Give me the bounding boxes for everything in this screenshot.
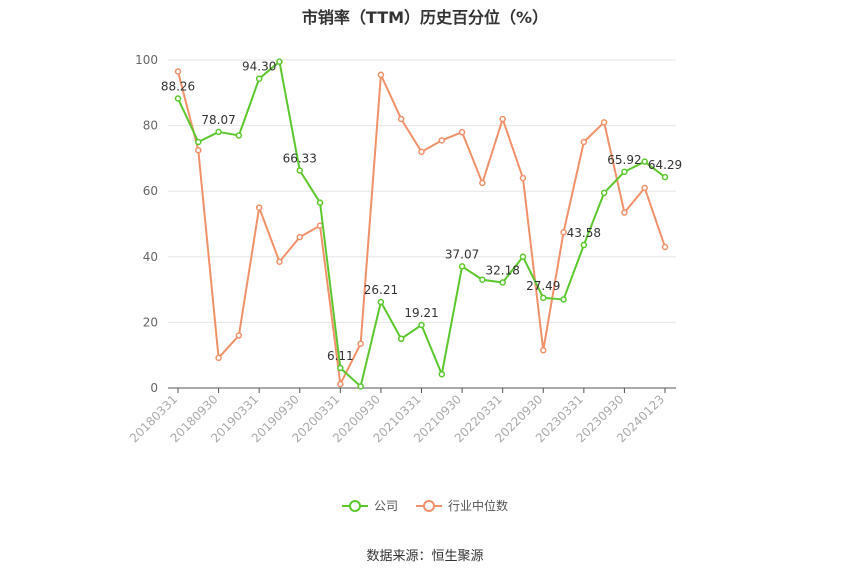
data-point[interactable] [296,233,303,241]
grid-lines [168,59,676,323]
data-point[interactable] [397,335,405,343]
data-label: 26.21 [364,283,398,297]
data-point[interactable] [621,168,628,176]
x-axis-ticks: 2018033120180930201903312019093020200331… [127,388,667,445]
data-label: 32.18 [485,263,519,277]
data-point[interactable] [540,294,547,302]
y-axis-ticks: 0 20 40 60 80 100 [135,53,158,395]
data-point[interactable] [377,71,385,79]
data-point[interactable] [661,243,669,251]
data-point[interactable] [296,167,303,174]
legend-item-industry-median[interactable]: 行业中位数 [416,497,508,514]
data-label: 19.21 [404,306,438,320]
chart-title: 市销率（TTM）历史百分位（%） [301,8,549,27]
data-point[interactable] [479,179,486,187]
data-point[interactable] [255,204,263,211]
data-point[interactable] [215,354,222,362]
data-point[interactable] [458,263,466,270]
data-label: 94.30 [242,60,276,74]
data-label: 65.92 [607,153,641,167]
data-point[interactable] [641,158,648,165]
data-source: 数据来源：恒生聚源 [366,549,484,564]
data-label: 78.07 [201,113,235,127]
data-label: 43.58 [567,226,601,240]
data-point[interactable] [621,209,628,216]
data-point[interactable] [499,115,506,123]
data-point[interactable] [195,146,202,154]
data-point[interactable] [600,189,608,197]
legend-swatch-industry-median [416,499,442,513]
data-point[interactable] [519,253,527,261]
data-point[interactable] [357,383,364,390]
data-point[interactable] [519,174,527,182]
legend-label-industry-median: 行业中位数 [448,499,509,513]
y-tick-label: 100 [135,53,158,67]
data-point[interactable] [377,298,385,306]
data-point[interactable] [235,332,243,339]
data-point[interactable] [418,148,425,156]
y-tick-label: 20 [143,315,158,329]
data-point[interactable] [357,340,364,347]
series-group [174,58,669,390]
data-point[interactable] [276,58,283,65]
data-point[interactable] [661,173,669,181]
data-point[interactable] [316,199,324,206]
data-point[interactable] [337,380,344,388]
data-point[interactable] [641,184,648,192]
data-label: 88.26 [161,80,195,94]
y-tick-label: 60 [143,184,158,198]
legend: 公司 行业中位数 [0,497,850,514]
data-point[interactable] [438,137,446,144]
series-line-0 [177,60,666,388]
data-point[interactable] [174,68,182,75]
data-label: 37.07 [445,247,479,261]
data-point[interactable] [255,75,263,82]
data-point[interactable] [540,347,547,354]
y-tick-label: 0 [150,381,158,395]
data-point[interactable] [418,321,425,329]
data-point[interactable] [479,276,486,284]
data-point[interactable] [397,115,405,123]
data-point[interactable] [235,132,243,139]
data-label: 27.49 [526,279,560,293]
data-labels: 88.26 78.07 94.30 66.33 6.11 26.21 19.21 37.07 3… [161,60,682,363]
data-label: 66.33 [283,151,317,165]
data-label: 6.11 [327,349,354,363]
data-label: 64.29 [648,158,682,172]
data-point[interactable] [600,119,608,126]
data-point[interactable] [580,138,588,146]
data-point[interactable] [560,228,567,236]
y-tick-label: 80 [143,119,158,133]
data-point[interactable] [499,279,506,286]
data-point[interactable] [458,128,466,136]
data-point[interactable] [174,95,182,102]
data-point[interactable] [560,296,567,303]
data-point[interactable] [337,364,344,372]
legend-label-company: 公司 [373,499,398,513]
data-point[interactable] [215,128,222,136]
legend-swatch-company [341,499,368,513]
data-point[interactable] [580,241,588,249]
data-point[interactable] [438,370,446,378]
y-tick-label: 40 [143,250,158,264]
legend-item-company[interactable]: 公司 [341,497,398,514]
data-point[interactable] [276,258,283,265]
data-point[interactable] [195,138,202,146]
